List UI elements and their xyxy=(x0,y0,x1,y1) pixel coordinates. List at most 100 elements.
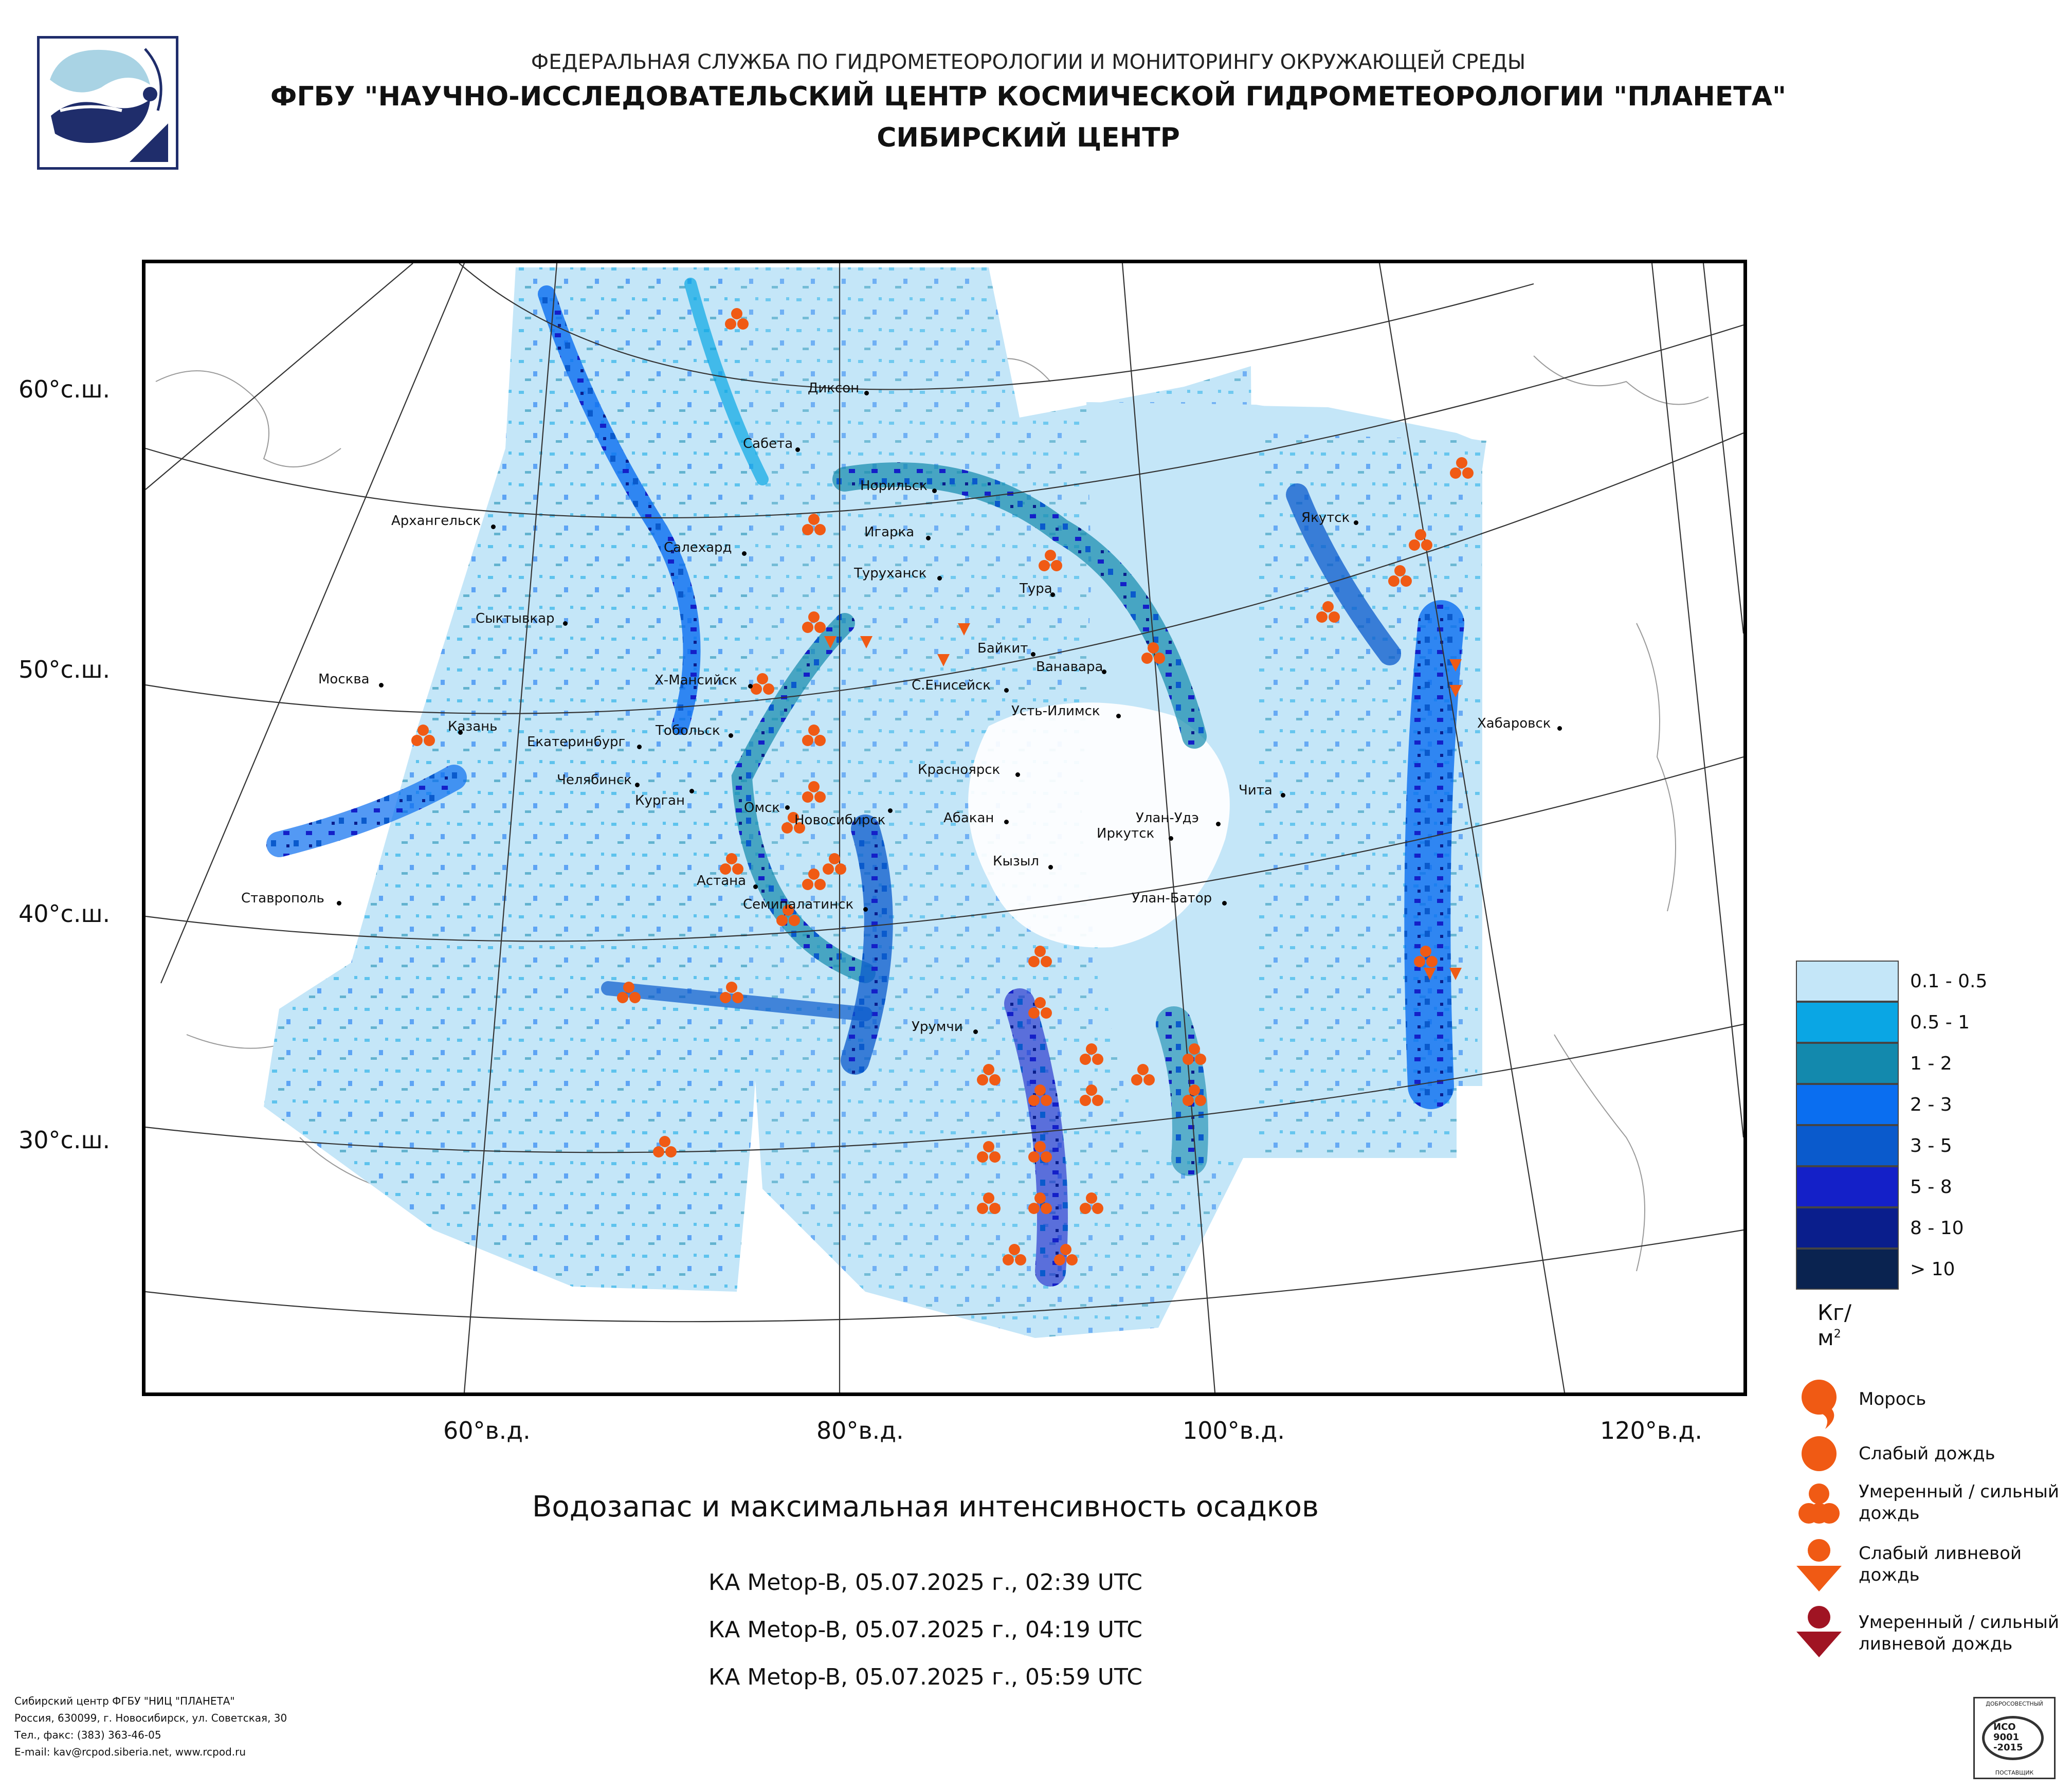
lat-label-40: 40°с.ш. xyxy=(19,900,111,928)
heavy-shower-label-2: ливневой дождь xyxy=(1859,1634,2013,1654)
legend-label-4: 3 - 5 xyxy=(1910,1135,1952,1156)
clear-zone xyxy=(968,702,1230,948)
planeta-logo xyxy=(37,36,178,170)
footer-line-3: Тел., факс: (383) 363-46-05 xyxy=(14,1729,161,1741)
city-baykit: Байкит xyxy=(977,641,1028,656)
light-rain-icon xyxy=(1802,1436,1837,1471)
light-shower-icon xyxy=(1796,1539,1842,1591)
city-norilsk: Норильск xyxy=(860,478,928,494)
city-urumchi: Урумчи xyxy=(912,1019,963,1035)
city-yakutsk: Якутск xyxy=(1301,510,1350,526)
cert-l1: ИСО xyxy=(1993,1722,2016,1732)
city-moskva: Москва xyxy=(318,672,370,687)
city-tobolsk: Тобольск xyxy=(656,723,720,738)
cert-bottom: ПОСТАВЩИК xyxy=(1995,1769,2034,1776)
city-chita: Чита xyxy=(1239,783,1273,798)
agency-line: ФЕДЕРАЛЬНАЯ СЛУЖБА ПО ГИДРОМЕТЕОРОЛОГИИ … xyxy=(531,50,1526,74)
legend-swatch-0 xyxy=(1796,961,1899,1002)
light-shower-label-2: дождь xyxy=(1859,1565,1920,1585)
moderate-rain-label-2: дождь xyxy=(1859,1503,1920,1524)
city-omsk: Омск xyxy=(744,800,780,816)
legend-label-5: 5 - 8 xyxy=(1910,1177,1952,1198)
city-stavropol: Ставрополь xyxy=(241,891,324,906)
lon-label-80: 80°в.д. xyxy=(816,1417,904,1444)
city-s-eniseysk: С.Енисейск xyxy=(912,678,991,693)
city-semipalatinsk: Семипалатинск xyxy=(743,897,854,912)
legend-swatch-4 xyxy=(1796,1125,1899,1166)
lat-label-50: 50°с.ш. xyxy=(19,656,111,683)
moderate-rain-icon xyxy=(1798,1484,1840,1524)
heavy-shower-icon xyxy=(1796,1606,1842,1657)
lat-label-30: 30°с.ш. xyxy=(19,1126,111,1154)
lat-label-60: 60°с.ш. xyxy=(19,375,111,403)
legend-label-0: 0.1 - 0.5 xyxy=(1910,971,1988,992)
lon-label-120: 120°в.д. xyxy=(1600,1417,1702,1444)
center-line: СИБИРСКИЙ ЦЕНТР xyxy=(877,122,1180,153)
legend-swatch-3 xyxy=(1796,1084,1899,1125)
drizzle-icon xyxy=(1802,1380,1837,1429)
legend-swatch-7 xyxy=(1796,1249,1899,1290)
city-ust-ilimsk: Усть-Илимск xyxy=(1011,703,1100,719)
city-khmansiysk: Х-Мансийск xyxy=(655,673,737,688)
institute-line: ФГБУ "НАУЧНО-ИССЛЕДОВАТЕЛЬСКИЙ ЦЕНТР КОС… xyxy=(270,81,1787,112)
footer-line-2: Россия, 630099, г. Новосибирск, ул. Сове… xyxy=(14,1712,287,1724)
city-khabarovsk: Хабаровск xyxy=(1477,716,1551,731)
legend-label-2: 1 - 2 xyxy=(1910,1053,1952,1074)
lon-label-100: 100°в.д. xyxy=(1183,1417,1285,1444)
city-igarka: Игарка xyxy=(864,524,915,540)
iso-cert-badge: ДОБРОСОВЕСТНЫЙ ИСО 9001 -2015 ПОСТАВЩИК xyxy=(1973,1697,2056,1779)
legend-label-3: 2 - 3 xyxy=(1910,1094,1952,1115)
city-turukhansk: Туруханск xyxy=(854,566,927,581)
city-ekaterinburg: Екатеринбург xyxy=(527,734,626,750)
intense-bands xyxy=(266,278,1464,1287)
city-kyzyl: Кызыл xyxy=(993,854,1039,869)
legend-swatch-6 xyxy=(1796,1207,1899,1249)
city-astana: Астана xyxy=(697,873,747,889)
city-krasnoyarsk: Красноярск xyxy=(918,762,1001,777)
planeta-logo-icon xyxy=(50,48,168,162)
drizzle-label: Морось xyxy=(1859,1389,1926,1409)
cert-ring-icon xyxy=(1982,1716,2044,1760)
city-ulan-ude: Улан-Удэ xyxy=(1136,810,1199,826)
light-shower-label-1: Слабый ливневой xyxy=(1859,1543,2022,1564)
light-rain-label: Слабый дождь xyxy=(1859,1443,1995,1464)
legend-unit: Кг/м2 xyxy=(1817,1300,1852,1350)
footer-line-4: E-mail: kav@rcpod.siberia.net, www.rcpod… xyxy=(14,1744,287,1761)
legend-label-1: 0.5 - 1 xyxy=(1910,1012,1970,1033)
precip-markers xyxy=(411,308,1474,1265)
city-irkutsk: Иркутск xyxy=(1097,826,1155,841)
city-vanavara: Ванавара xyxy=(1036,659,1103,675)
legend-swatch-5 xyxy=(1796,1166,1899,1207)
cert-top: ДОБРОСОВЕСТНЫЙ xyxy=(1986,1700,2043,1707)
city-abakan: Абакан xyxy=(943,810,994,826)
city-salekhard: Салехард xyxy=(664,540,732,555)
city-syktyvkar: Сыктывкар xyxy=(476,611,555,626)
footer-contacts: Сибирский центр ФГБУ "НИЦ "ПЛАНЕТА" Росс… xyxy=(14,1693,287,1761)
map-title: Водозапас и максимальная интенсивность о… xyxy=(532,1490,1319,1524)
pass-1: КА Metop-B, 05.07.2025 г., 02:39 UTC xyxy=(708,1569,1142,1596)
city-novosibirsk: Новосибирск xyxy=(794,812,886,828)
legend-swatch-1 xyxy=(1796,1002,1899,1043)
pass-2: КА Metop-B, 05.07.2025 г., 04:19 UTC xyxy=(708,1617,1142,1643)
city-kurgan: Курган xyxy=(635,793,685,808)
legend-swatch-2 xyxy=(1796,1043,1899,1084)
lon-label-60: 60°в.д. xyxy=(443,1417,531,1444)
precipitation-map[interactable]: Диксон Сабета Норильск Архангельск Игарк… xyxy=(142,260,1747,1396)
city-sabeta: Сабета xyxy=(743,436,793,451)
graticule xyxy=(146,263,1743,1392)
legend-label-6: 8 - 10 xyxy=(1910,1218,1964,1239)
city-dikson: Диксон xyxy=(808,381,860,396)
cert-l2: 9001 xyxy=(1993,1732,2020,1743)
city-kazan: Казань xyxy=(448,719,498,734)
city-chelyabinsk: Челябинск xyxy=(557,772,632,788)
pass-3: КА Metop-B, 05.07.2025 г., 05:59 UTC xyxy=(708,1664,1142,1690)
heavy-shower-label-1: Умеренный / сильный xyxy=(1859,1612,2059,1633)
footer-email-link[interactable]: E-mail: kav@rcpod.siberia.net, www.rcpod… xyxy=(14,1746,246,1758)
footer-line-1: Сибирский центр ФГБУ "НИЦ "ПЛАНЕТА" xyxy=(14,1695,235,1707)
legend-label-7: > 10 xyxy=(1910,1259,1955,1280)
map-canvas xyxy=(146,263,1743,1392)
city-arkhangelsk: Архангельск xyxy=(391,513,481,529)
city-ulan-bator: Улан-Батор xyxy=(1132,891,1212,906)
cert-l3: -2015 xyxy=(1993,1742,2023,1753)
moderate-rain-label-1: Умеренный / сильный xyxy=(1859,1481,2059,1502)
